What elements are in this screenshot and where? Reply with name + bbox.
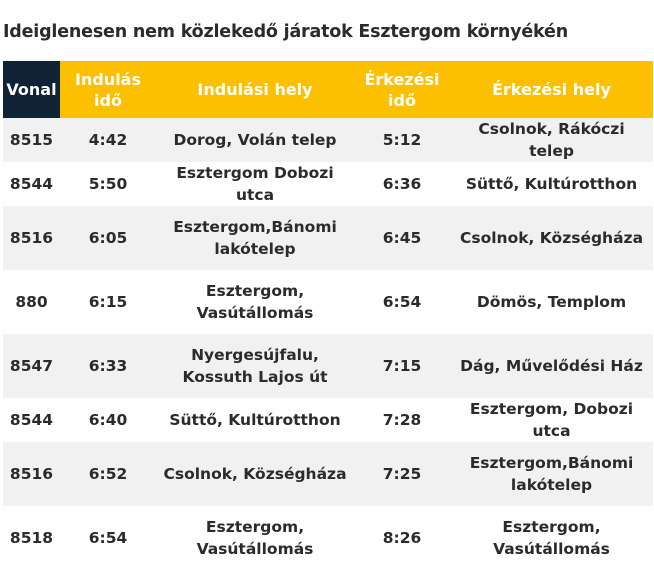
cell-arrival-time: 7:28: [354, 398, 450, 442]
cell-departure-time: 6:33: [60, 334, 156, 398]
cell-line: 8515: [3, 118, 60, 162]
header-line: Vonal: [3, 61, 60, 118]
cell-arrival-place: Esztergom,Bánomi lakótelep: [450, 442, 653, 506]
cell-line: 8547: [3, 334, 60, 398]
header-arrival-place: Érkezési hely: [450, 61, 653, 118]
table-row: 880 6:15 Esztergom, Vasútállomás 6:54 Dömös,…: [3, 270, 653, 334]
table-header-row: Vonal Indulás idő Indulási hely Érkezési…: [3, 61, 653, 118]
cell-departure-place: Dorog, Volán telep: [156, 118, 354, 162]
table-row: 8544 6:40 Süttő, Kultúrotthon 7:28 Esztergom…: [3, 398, 653, 442]
cell-departure-time: 6:52: [60, 442, 156, 506]
cell-arrival-time: 7:25: [354, 442, 450, 506]
cell-departure-place: Nyergesújfalu, Kossuth Lajos út: [156, 334, 354, 398]
header-departure-time: Indulás idő: [60, 61, 156, 118]
cell-arrival-time: 6:36: [354, 162, 450, 206]
schedule-table: Vonal Indulás idő Indulási hely Érkezési…: [3, 61, 653, 570]
cell-arrival-place: Csolnok, Rákóczi telep: [450, 118, 653, 162]
cell-arrival-place: Dömös, Templom: [450, 270, 653, 334]
cell-arrival-place: Esztergom, Dobozi utca: [450, 398, 653, 442]
cell-departure-time: 6:05: [60, 206, 156, 270]
cell-arrival-place: Dág, Művelődési Ház: [450, 334, 653, 398]
cell-departure-time: 6:54: [60, 506, 156, 570]
cell-arrival-place: Süttő, Kultúrotthon: [450, 162, 653, 206]
cell-line: 880: [3, 270, 60, 334]
table-row: 8544 5:50 Esztergom Dobozi utca 6:36 Süttő, …: [3, 162, 653, 206]
cell-departure-place: Süttő, Kultúrotthon: [156, 398, 354, 442]
cell-departure-place: Esztergom,Bánomi lakótelep: [156, 206, 354, 270]
table-row: 8515 4:42 Dorog, Volán telep 5:12 Csolnok, R…: [3, 118, 653, 162]
cell-line: 8544: [3, 398, 60, 442]
cell-departure-place: Esztergom, Vasútállomás: [156, 506, 354, 570]
cell-arrival-time: 5:12: [354, 118, 450, 162]
cell-line: 8518: [3, 506, 60, 570]
cell-departure-place: Esztergom, Vasútállomás: [156, 270, 354, 334]
cell-line: 8516: [3, 442, 60, 506]
cell-line: 8516: [3, 206, 60, 270]
table-row: 8547 6:33 Nyergesújfalu, Kossuth Lajos út 7…: [3, 334, 653, 398]
cell-departure-place: Esztergom Dobozi utca: [156, 162, 354, 206]
cell-arrival-time: 6:45: [354, 206, 450, 270]
page-title: Ideiglenesen nem közlekedő járatok Eszte…: [3, 22, 568, 42]
table-row: 8518 6:54 Esztergom, Vasútállomás 8:26 Eszte…: [3, 506, 653, 570]
cell-departure-time: 6:15: [60, 270, 156, 334]
cell-arrival-time: 6:54: [354, 270, 450, 334]
cell-departure-time: 6:40: [60, 398, 156, 442]
cell-arrival-place: Esztergom, Vasútállomás: [450, 506, 653, 570]
cell-arrival-time: 8:26: [354, 506, 450, 570]
cell-departure-place: Csolnok, Községháza: [156, 442, 354, 506]
cell-line: 8544: [3, 162, 60, 206]
cell-departure-time: 5:50: [60, 162, 156, 206]
header-arrival-time: Érkezési idő: [354, 61, 450, 118]
header-departure-place: Indulási hely: [156, 61, 354, 118]
cell-departure-time: 4:42: [60, 118, 156, 162]
table-row: 8516 6:05 Esztergom,Bánomi lakótelep 6:45 Cs…: [3, 206, 653, 270]
table-row: 8516 6:52 Csolnok, Községháza 7:25 Esztergom…: [3, 442, 653, 506]
cell-arrival-time: 7:15: [354, 334, 450, 398]
cell-arrival-place: Csolnok, Községháza: [450, 206, 653, 270]
